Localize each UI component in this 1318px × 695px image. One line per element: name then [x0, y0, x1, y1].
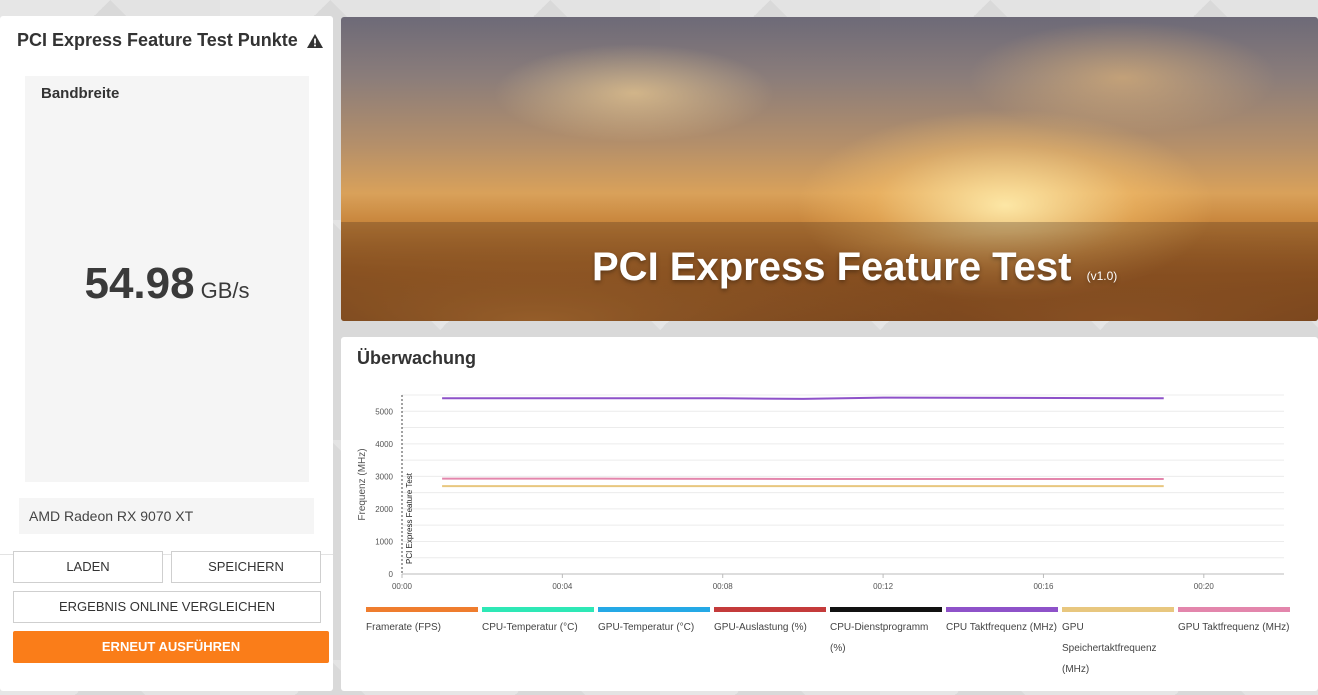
x-tick-label: 00:16 — [1033, 582, 1054, 591]
legend-label: CPU-Dienstprogramm (%) — [830, 622, 929, 654]
x-tick-label: 00:12 — [873, 582, 894, 591]
legend-color-swatch — [830, 607, 942, 612]
banner-title: PCI Express Feature Test (v1.0) — [592, 245, 1117, 290]
test-banner: PCI Express Feature Test (v1.0) — [341, 17, 1318, 321]
legend-item[interactable]: GPU Speichertaktfrequenz (MHz) — [1062, 607, 1174, 680]
run-again-button[interactable]: ERNEUT AUSFÜHREN — [13, 631, 329, 663]
x-tick-label: 00:04 — [552, 582, 573, 591]
monitoring-title: Überwachung — [357, 348, 477, 368]
monitoring-chart: 0 1000 2000 3000 4000 5000 00:00 00:04 00:08 00:1… — [357, 394, 1284, 591]
y-tick-label: 5000 — [375, 407, 393, 416]
bandwidth-value: 54.98 GB/s — [25, 259, 309, 309]
legend-label: GPU Taktfrequenz (MHz) — [1178, 622, 1290, 633]
test-marker-label: PCI Express Feature Test — [405, 472, 414, 564]
legend-color-swatch — [714, 607, 826, 612]
legend-color-swatch — [1178, 607, 1290, 612]
legend-item[interactable]: CPU-Dienstprogramm (%) — [830, 607, 942, 659]
results-panel: PCI Express Feature Test Punkte Bandbrei… — [0, 16, 333, 691]
legend-color-swatch — [482, 607, 594, 612]
x-tick-label: 00:20 — [1194, 582, 1215, 591]
warning-icon[interactable] — [306, 33, 324, 49]
legend-label: GPU-Temperatur (°C) — [598, 622, 695, 633]
y-tick-label: 2000 — [375, 505, 393, 514]
legend-label: Framerate (FPS) — [366, 622, 442, 633]
y-tick-label: 0 — [389, 570, 394, 579]
load-button[interactable]: LADEN — [13, 551, 163, 583]
y-tick-label: 3000 — [375, 472, 393, 481]
bandwidth-unit: GB/s — [200, 278, 250, 303]
banner-version: (v1.0) — [1086, 269, 1118, 283]
bandwidth-card: Bandbreite 54.98 GB/s — [25, 76, 309, 482]
legend-label: CPU Taktfrequenz (MHz) — [946, 622, 1057, 633]
legend-label: GPU-Auslastung (%) — [714, 622, 807, 633]
gpu-name: AMD Radeon RX 9070 XT — [19, 498, 314, 534]
monitoring-panel: Überwachung 0 1000 2000 3000 4000 5000 00:00 00… — [341, 337, 1318, 691]
legend-item[interactable]: CPU Taktfrequenz (MHz) — [946, 607, 1058, 638]
legend-item[interactable]: GPU Taktfrequenz (MHz) — [1178, 607, 1290, 638]
y-tick-label: 1000 — [375, 537, 393, 546]
bandwidth-label: Bandbreite — [41, 85, 120, 102]
legend-color-swatch — [366, 607, 478, 612]
chart-legend: Framerate (FPS) CPU-Temperatur (°C) GPU-Te… — [366, 607, 1296, 687]
legend-color-swatch — [946, 607, 1058, 612]
legend-label: GPU Speichertaktfrequenz (MHz) — [1062, 622, 1157, 675]
legend-item[interactable]: CPU-Temperatur (°C) — [482, 607, 594, 638]
x-tick-label: 00:00 — [392, 582, 413, 591]
y-axis-label: Frequenz (MHz) — [357, 448, 368, 520]
legend-color-swatch — [1062, 607, 1174, 612]
legend-item[interactable]: GPU-Temperatur (°C) — [598, 607, 710, 638]
legend-item[interactable]: Framerate (FPS) — [366, 607, 478, 638]
score-title: PCI Express Feature Test Punkte — [17, 30, 324, 51]
divider — [0, 554, 333, 555]
legend-item[interactable]: GPU-Auslastung (%) — [714, 607, 826, 638]
y-tick-label: 4000 — [375, 440, 393, 449]
legend-label: CPU-Temperatur (°C) — [482, 622, 578, 633]
save-button[interactable]: SPEICHERN — [171, 551, 321, 583]
series-line — [442, 396, 1164, 400]
bandwidth-number: 54.98 — [84, 259, 195, 308]
banner-title-text: PCI Express Feature Test — [592, 245, 1072, 289]
banner-title-strip — [341, 222, 1318, 321]
score-title-text: PCI Express Feature Test Punkte — [17, 30, 298, 50]
compare-online-button[interactable]: ERGEBNIS ONLINE VERGLEICHEN — [13, 591, 321, 623]
x-tick-label: 00:08 — [713, 582, 734, 591]
legend-color-swatch — [598, 607, 710, 612]
banner-hills — [341, 191, 1318, 321]
